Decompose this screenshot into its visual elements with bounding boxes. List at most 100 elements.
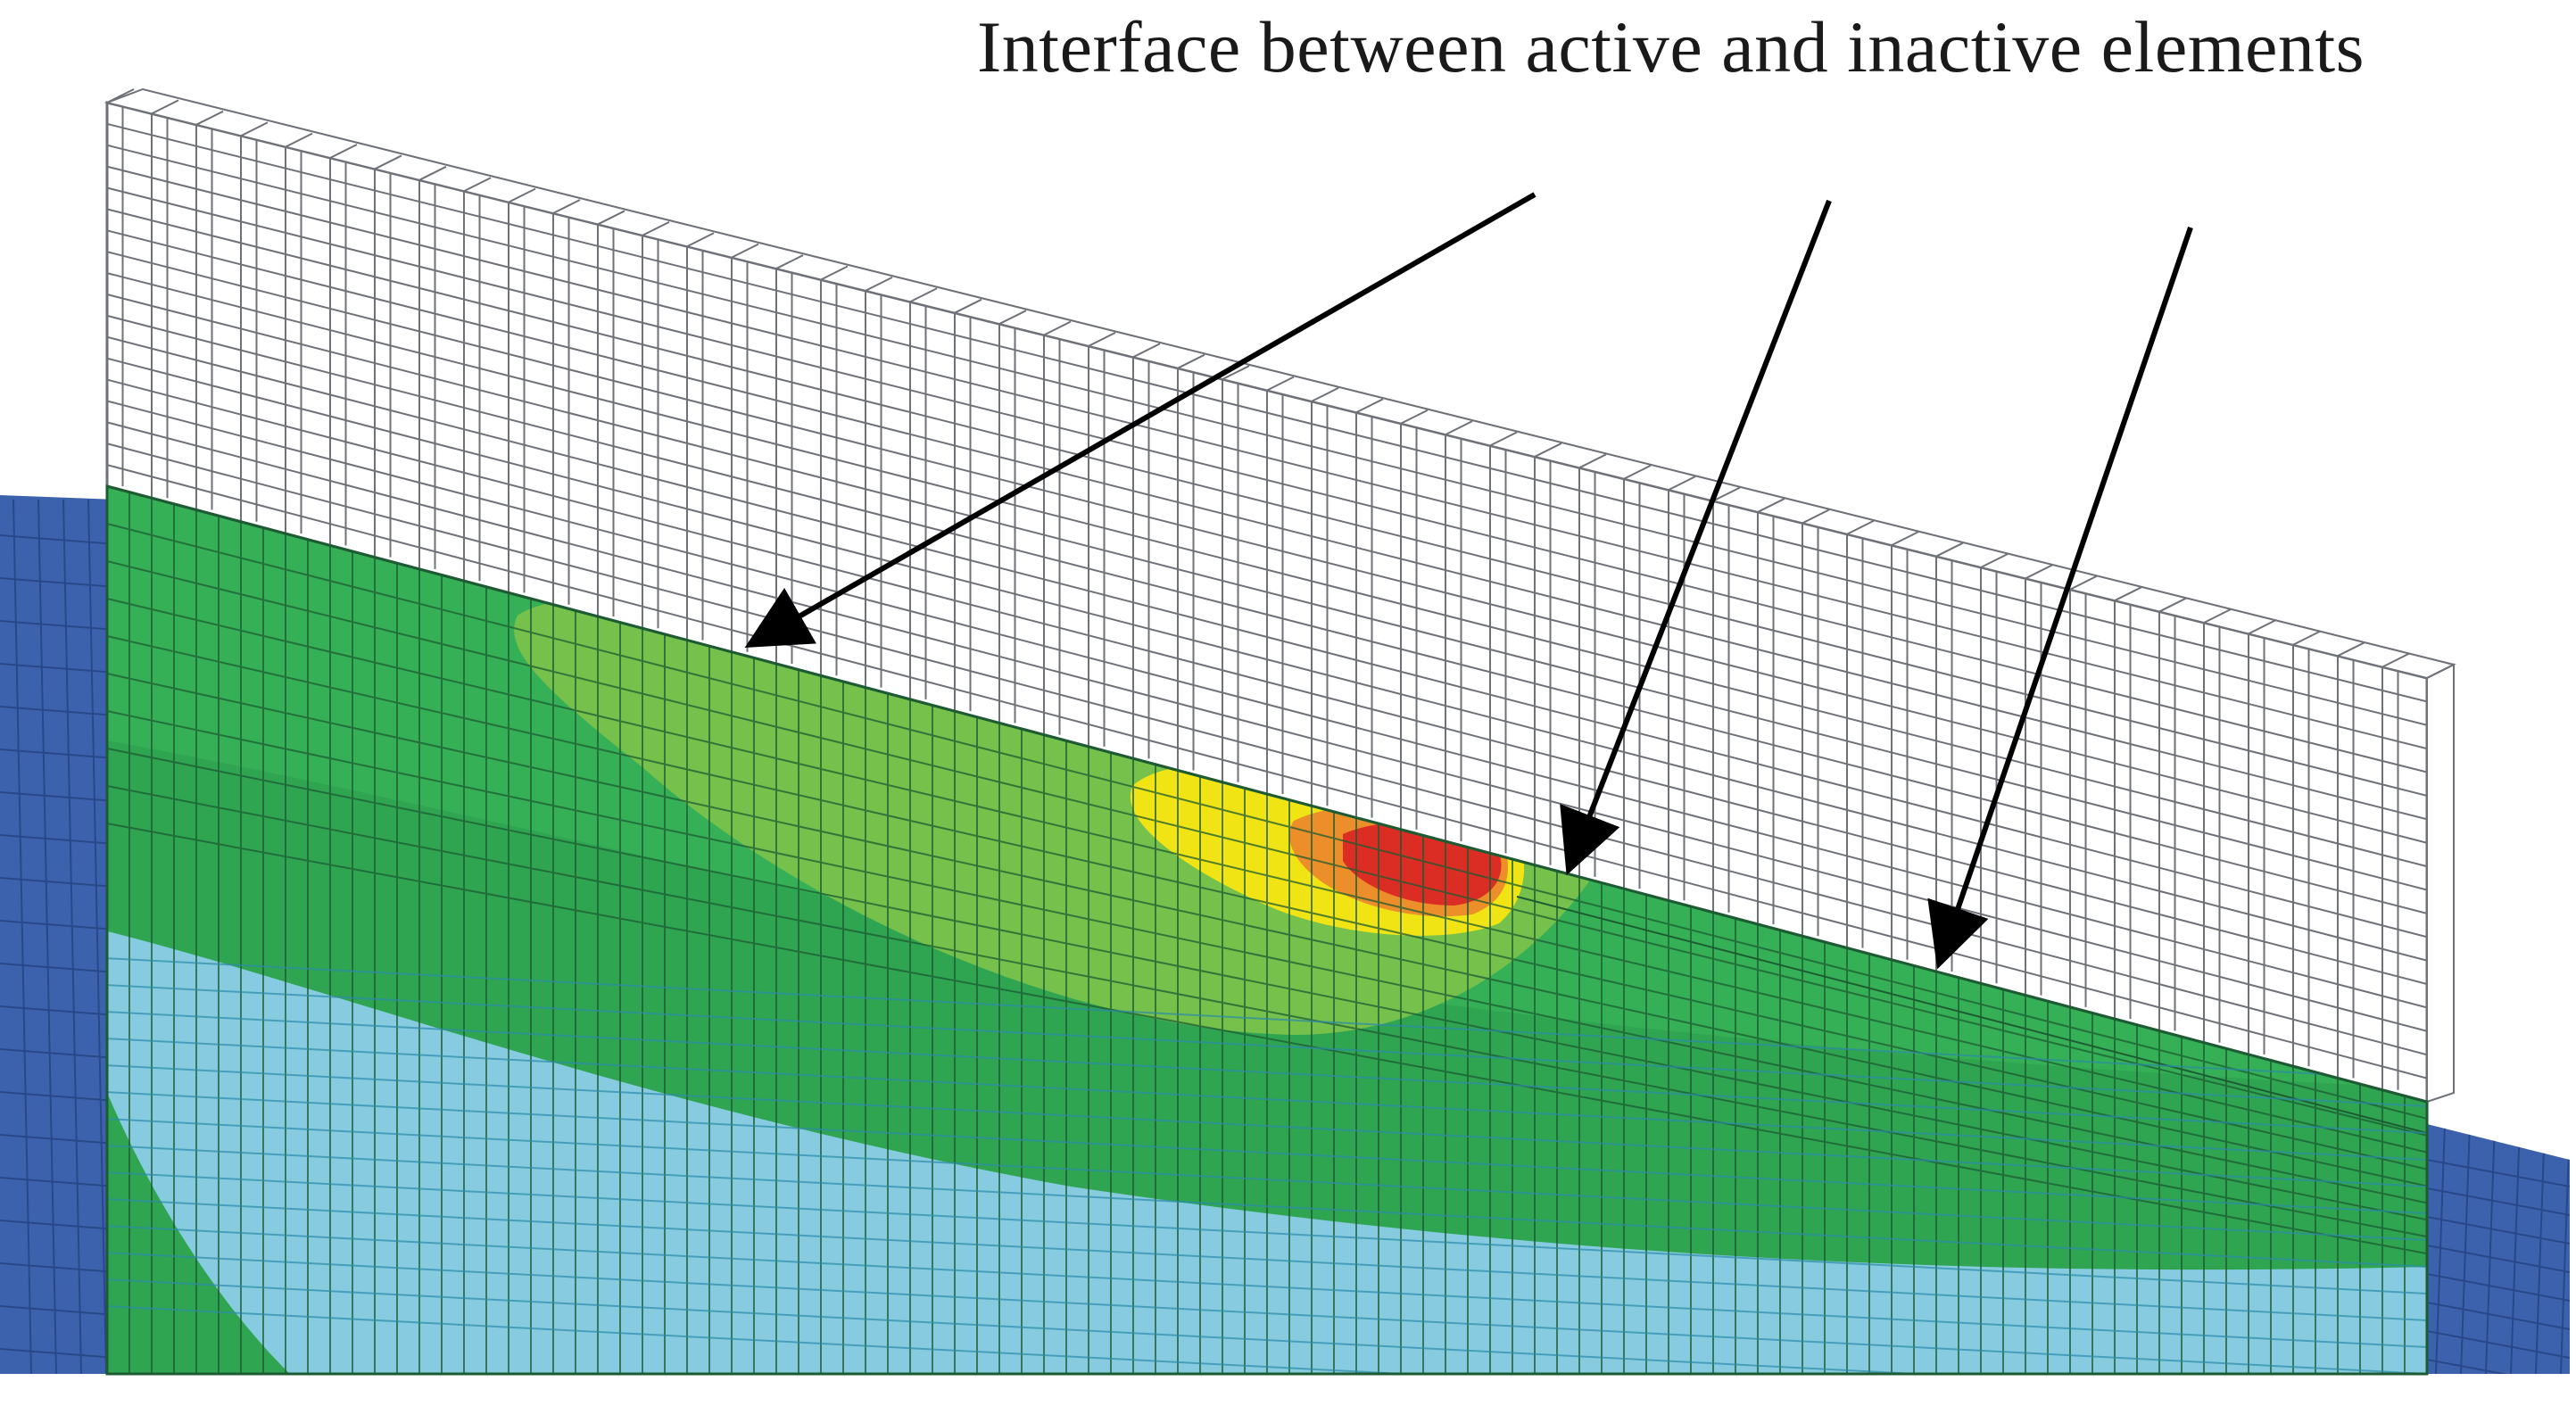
- base-mesh-line: [62, 499, 82, 1374]
- lower-mesh-line: [107, 1168, 2427, 1294]
- lower-mesh-line: [107, 980, 2427, 1107]
- base-mesh-line: [2427, 1245, 2570, 1273]
- inactive-top-line: [2069, 575, 2098, 591]
- lower-mesh-line: [107, 1248, 2427, 1374]
- inactive-top-line: [1980, 553, 2009, 568]
- lower-mesh-line: [107, 1195, 2427, 1321]
- lower-mesh-line: [107, 1061, 2427, 1187]
- base-mesh-line: [2427, 1330, 2570, 1359]
- inactive-top-line: [329, 144, 358, 159]
- inactive-mesh-line: [107, 378, 2427, 986]
- inactive-top-line: [1802, 509, 1830, 525]
- base-mesh-line: [2427, 1302, 2570, 1330]
- inactive-top-line: [463, 177, 492, 193]
- base-mesh-line: [0, 1348, 116, 1359]
- base-mesh-line: [2427, 1359, 2570, 1374]
- inactive-top-line: [552, 199, 581, 214]
- arrow-3: [1927, 227, 2193, 970]
- inactive-mesh-line: [107, 272, 2427, 868]
- base-mesh-line: [12, 499, 32, 1374]
- inactive-top-line: [2025, 564, 2053, 580]
- inactive-top-line: [1534, 442, 1562, 458]
- base-mesh-line: [87, 499, 107, 1374]
- annotation-arrows: [744, 192, 2193, 970]
- base-mesh-line: [0, 1177, 116, 1187]
- active-mesh-line: [107, 635, 2427, 1170]
- inactive-top-line: [106, 88, 135, 103]
- inactive-element-mesh: [104, 87, 2456, 1104]
- base-mesh-line: [2460, 1124, 2471, 1374]
- active-mesh-line: [107, 560, 2427, 1137]
- annotation-label: Interface between active and inactive el…: [977, 6, 2365, 87]
- base-mesh-line: [0, 1262, 116, 1273]
- active-mesh-line: [107, 673, 2427, 1187]
- inactive-top-line: [2203, 608, 2232, 624]
- inactive-top-line: [418, 165, 447, 181]
- inactive-top-line: [1578, 453, 1607, 469]
- inactive-top-line: [1088, 331, 1116, 347]
- lower-mesh-line: [107, 1141, 2427, 1268]
- inactive-mesh-line: [107, 314, 2427, 914]
- inactive-top-line: [1400, 409, 1429, 425]
- base-mesh-line: [2560, 1124, 2570, 1374]
- inactive-mesh-line: [107, 165, 2427, 750]
- inactive-top-line: [1355, 398, 1384, 414]
- base-mesh-line: [0, 577, 116, 588]
- inactive-top-line: [1846, 519, 1875, 535]
- base-mesh-line: [2427, 1273, 2570, 1302]
- inactive-top-line: [508, 187, 536, 203]
- inactive-top-line: [2114, 586, 2142, 602]
- lower-mesh-line: [107, 1275, 2427, 1374]
- base-mesh-line: [2435, 1124, 2446, 1374]
- lower-mesh-line: [107, 1302, 2427, 1374]
- lower-mesh-line: [107, 1088, 2427, 1214]
- base-mesh-line: [2427, 1187, 2570, 1216]
- base-mesh-line: [0, 706, 116, 716]
- inactive-mesh-line: [107, 122, 2427, 703]
- base-mesh-line: [0, 1134, 116, 1145]
- contour-light-green: [514, 598, 1597, 1035]
- inactive-top-line: [240, 121, 269, 137]
- lower-mesh-line: [107, 954, 2427, 1080]
- inactive-top-line: [998, 310, 1027, 325]
- active-mesh-line: [107, 710, 2427, 1204]
- base-mesh-line: [0, 1305, 116, 1316]
- inactive-mesh-line: [107, 229, 2427, 821]
- base-mesh-line: [0, 963, 116, 973]
- inactive-top-line: [1043, 320, 1072, 336]
- inactive-top-line: [195, 110, 224, 126]
- inactive-top-line: [865, 276, 893, 292]
- inactive-top-line: [1222, 365, 1250, 380]
- base-mesh-line: [2427, 1216, 2570, 1245]
- base-mesh-line: [2535, 1124, 2546, 1374]
- inactive-top-line: [285, 132, 313, 148]
- inactive-top-line: [374, 154, 402, 170]
- base-plate: [0, 495, 2570, 1374]
- inactive-top-line: [820, 265, 849, 281]
- inactive-top-line: [2426, 664, 2455, 679]
- inactive-mesh-line: [107, 464, 2427, 1079]
- active-mesh-line: [107, 823, 2427, 1255]
- inactive-top-line: [1623, 464, 1652, 480]
- base-mesh-line: [0, 834, 116, 845]
- inactive-top-line: [2292, 630, 2321, 646]
- lower-mesh-line: [107, 1034, 2427, 1161]
- inactive-top-line: [2158, 597, 2187, 613]
- inactive-top-line: [1132, 343, 1161, 359]
- inactive-top-line: [1668, 476, 1696, 492]
- lower-mesh-line: [107, 1007, 2427, 1134]
- active-mesh-line: [107, 748, 2427, 1221]
- inactive-top-line: [1935, 542, 1964, 558]
- base-mesh-line: [0, 1005, 116, 1016]
- base-mesh-line: [0, 1091, 116, 1102]
- inactive-top-line: [1489, 431, 1518, 447]
- inactive-top-line: [1311, 387, 1339, 402]
- base-plate-left: [0, 495, 116, 1374]
- inactive-mesh-line: [107, 335, 2427, 939]
- inactive-top-line: [2337, 641, 2365, 658]
- base-mesh-line: [0, 1220, 116, 1230]
- inactive-top-line: [1757, 498, 1785, 513]
- inactive-top-line: [1266, 376, 1295, 392]
